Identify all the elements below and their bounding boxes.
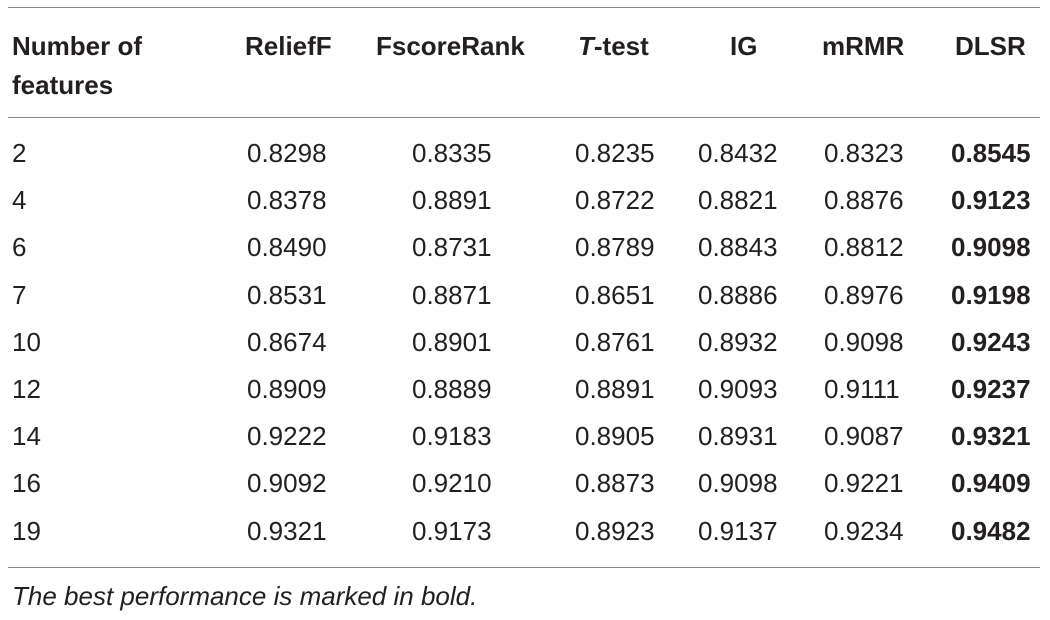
header-fscorerank: FscoreRank xyxy=(376,31,525,61)
cell-features: 4 xyxy=(12,185,27,215)
cell-relieff: 0.8674 xyxy=(247,327,327,357)
table-row: 16 0.9092 0.9210 0.8873 0.9098 0.9221 0.… xyxy=(0,460,1050,507)
cell-ig: 0.8432 xyxy=(698,138,778,168)
header-t-test-italic: T xyxy=(578,31,594,61)
table-row: 7 0.8531 0.8871 0.8651 0.8886 0.8976 0.9… xyxy=(0,272,1050,319)
table-row: 4 0.8378 0.8891 0.8722 0.8821 0.8876 0.9… xyxy=(0,177,1050,224)
cell-mrmr: 0.9111 xyxy=(824,374,900,404)
cell-fscorerank: 0.8891 xyxy=(412,185,492,215)
cell-fscorerank: 0.8731 xyxy=(412,232,492,262)
cell-relieff: 0.8531 xyxy=(247,280,327,310)
cell-ig: 0.9093 xyxy=(698,374,778,404)
header-dlsr: DLSR xyxy=(955,31,1026,61)
cell-fscorerank: 0.8335 xyxy=(412,138,492,168)
table-row: 6 0.8490 0.8731 0.8789 0.8843 0.8812 0.9… xyxy=(0,224,1050,271)
cell-dlsr-best: 0.9237 xyxy=(951,374,1031,404)
header-mrmr: mRMR xyxy=(822,31,905,61)
cell-dlsr-best: 0.9243 xyxy=(951,327,1031,357)
cell-fscorerank: 0.9183 xyxy=(412,421,492,451)
cell-mrmr: 0.8812 xyxy=(824,232,904,262)
header-t-test-rest: -test xyxy=(593,31,649,61)
cell-relieff: 0.8909 xyxy=(247,374,327,404)
top-rule xyxy=(8,7,1040,8)
cell-fscorerank: 0.9173 xyxy=(412,516,492,546)
header-ig: IG xyxy=(730,31,758,61)
cell-features: 10 xyxy=(12,327,41,357)
table-row: 14 0.9222 0.9183 0.8905 0.8931 0.9087 0.… xyxy=(0,413,1050,460)
header-number-of-features: Number of features xyxy=(12,27,192,105)
table-row: 12 0.8909 0.8889 0.8891 0.9093 0.9111 0.… xyxy=(0,366,1050,413)
cell-features: 19 xyxy=(12,516,41,546)
cell-dlsr-best: 0.9098 xyxy=(951,232,1031,262)
cell-t-test: 0.8923 xyxy=(575,516,655,546)
cell-t-test: 0.8761 xyxy=(575,327,655,357)
bottom-rule xyxy=(8,567,1040,568)
cell-dlsr-best: 0.9409 xyxy=(951,468,1031,498)
cell-ig: 0.8931 xyxy=(698,421,778,451)
cell-features: 6 xyxy=(12,232,27,262)
cell-features: 7 xyxy=(12,280,27,310)
table-row: 2 0.8298 0.8335 0.8235 0.8432 0.8323 0.8… xyxy=(0,130,1050,177)
cell-relieff: 0.9222 xyxy=(247,421,327,451)
cell-features: 14 xyxy=(12,421,41,451)
cell-dlsr-best: 0.9123 xyxy=(951,185,1031,215)
cell-t-test: 0.8905 xyxy=(575,421,655,451)
cell-mrmr: 0.9087 xyxy=(824,421,904,451)
cell-fscorerank: 0.8901 xyxy=(412,327,492,357)
header-number-of-features-line2: features xyxy=(12,70,114,100)
cell-ig: 0.8932 xyxy=(698,327,778,357)
cell-relieff: 0.9321 xyxy=(247,516,327,546)
cell-ig: 0.8843 xyxy=(698,232,778,262)
cell-relieff: 0.8298 xyxy=(247,138,327,168)
header-number-of-features-line1: Number of xyxy=(12,31,142,61)
cell-mrmr: 0.8976 xyxy=(824,280,904,310)
cell-t-test: 0.8651 xyxy=(575,280,655,310)
table-row: 19 0.9321 0.9173 0.8923 0.9137 0.9234 0.… xyxy=(0,508,1050,555)
cell-ig: 0.9098 xyxy=(698,468,778,498)
table-footnote: The best performance is marked in bold. xyxy=(12,581,478,611)
cell-dlsr-best: 0.8545 xyxy=(951,138,1031,168)
cell-ig: 0.8821 xyxy=(698,185,778,215)
cell-relieff: 0.8490 xyxy=(247,232,327,262)
cell-mrmr: 0.8323 xyxy=(824,138,904,168)
cell-fscorerank: 0.8871 xyxy=(412,280,492,310)
cell-relieff: 0.9092 xyxy=(247,468,327,498)
cell-ig: 0.8886 xyxy=(698,280,778,310)
header-relieff: ReliefF xyxy=(245,31,332,61)
cell-t-test: 0.8891 xyxy=(575,374,655,404)
cell-dlsr-best: 0.9482 xyxy=(951,516,1031,546)
cell-mrmr: 0.9221 xyxy=(824,468,904,498)
cell-t-test: 0.8722 xyxy=(575,185,655,215)
cell-t-test: 0.8873 xyxy=(575,468,655,498)
cell-t-test: 0.8789 xyxy=(575,232,655,262)
cell-mrmr: 0.9098 xyxy=(824,327,904,357)
header-t-test: T-test xyxy=(578,27,649,66)
cell-mrmr: 0.9234 xyxy=(824,516,904,546)
cell-mrmr: 0.8876 xyxy=(824,185,904,215)
cell-features: 12 xyxy=(12,374,41,404)
cell-t-test: 0.8235 xyxy=(575,138,655,168)
cell-relieff: 0.8378 xyxy=(247,185,327,215)
cell-dlsr-best: 0.9198 xyxy=(951,280,1031,310)
cell-fscorerank: 0.8889 xyxy=(412,374,492,404)
cell-fscorerank: 0.9210 xyxy=(412,468,492,498)
cell-features: 16 xyxy=(12,468,41,498)
header-rule xyxy=(8,117,1040,118)
cell-features: 2 xyxy=(12,138,27,168)
cell-dlsr-best: 0.9321 xyxy=(951,421,1031,451)
table-row: 10 0.8674 0.8901 0.8761 0.8932 0.9098 0.… xyxy=(0,319,1050,366)
cell-ig: 0.9137 xyxy=(698,516,778,546)
